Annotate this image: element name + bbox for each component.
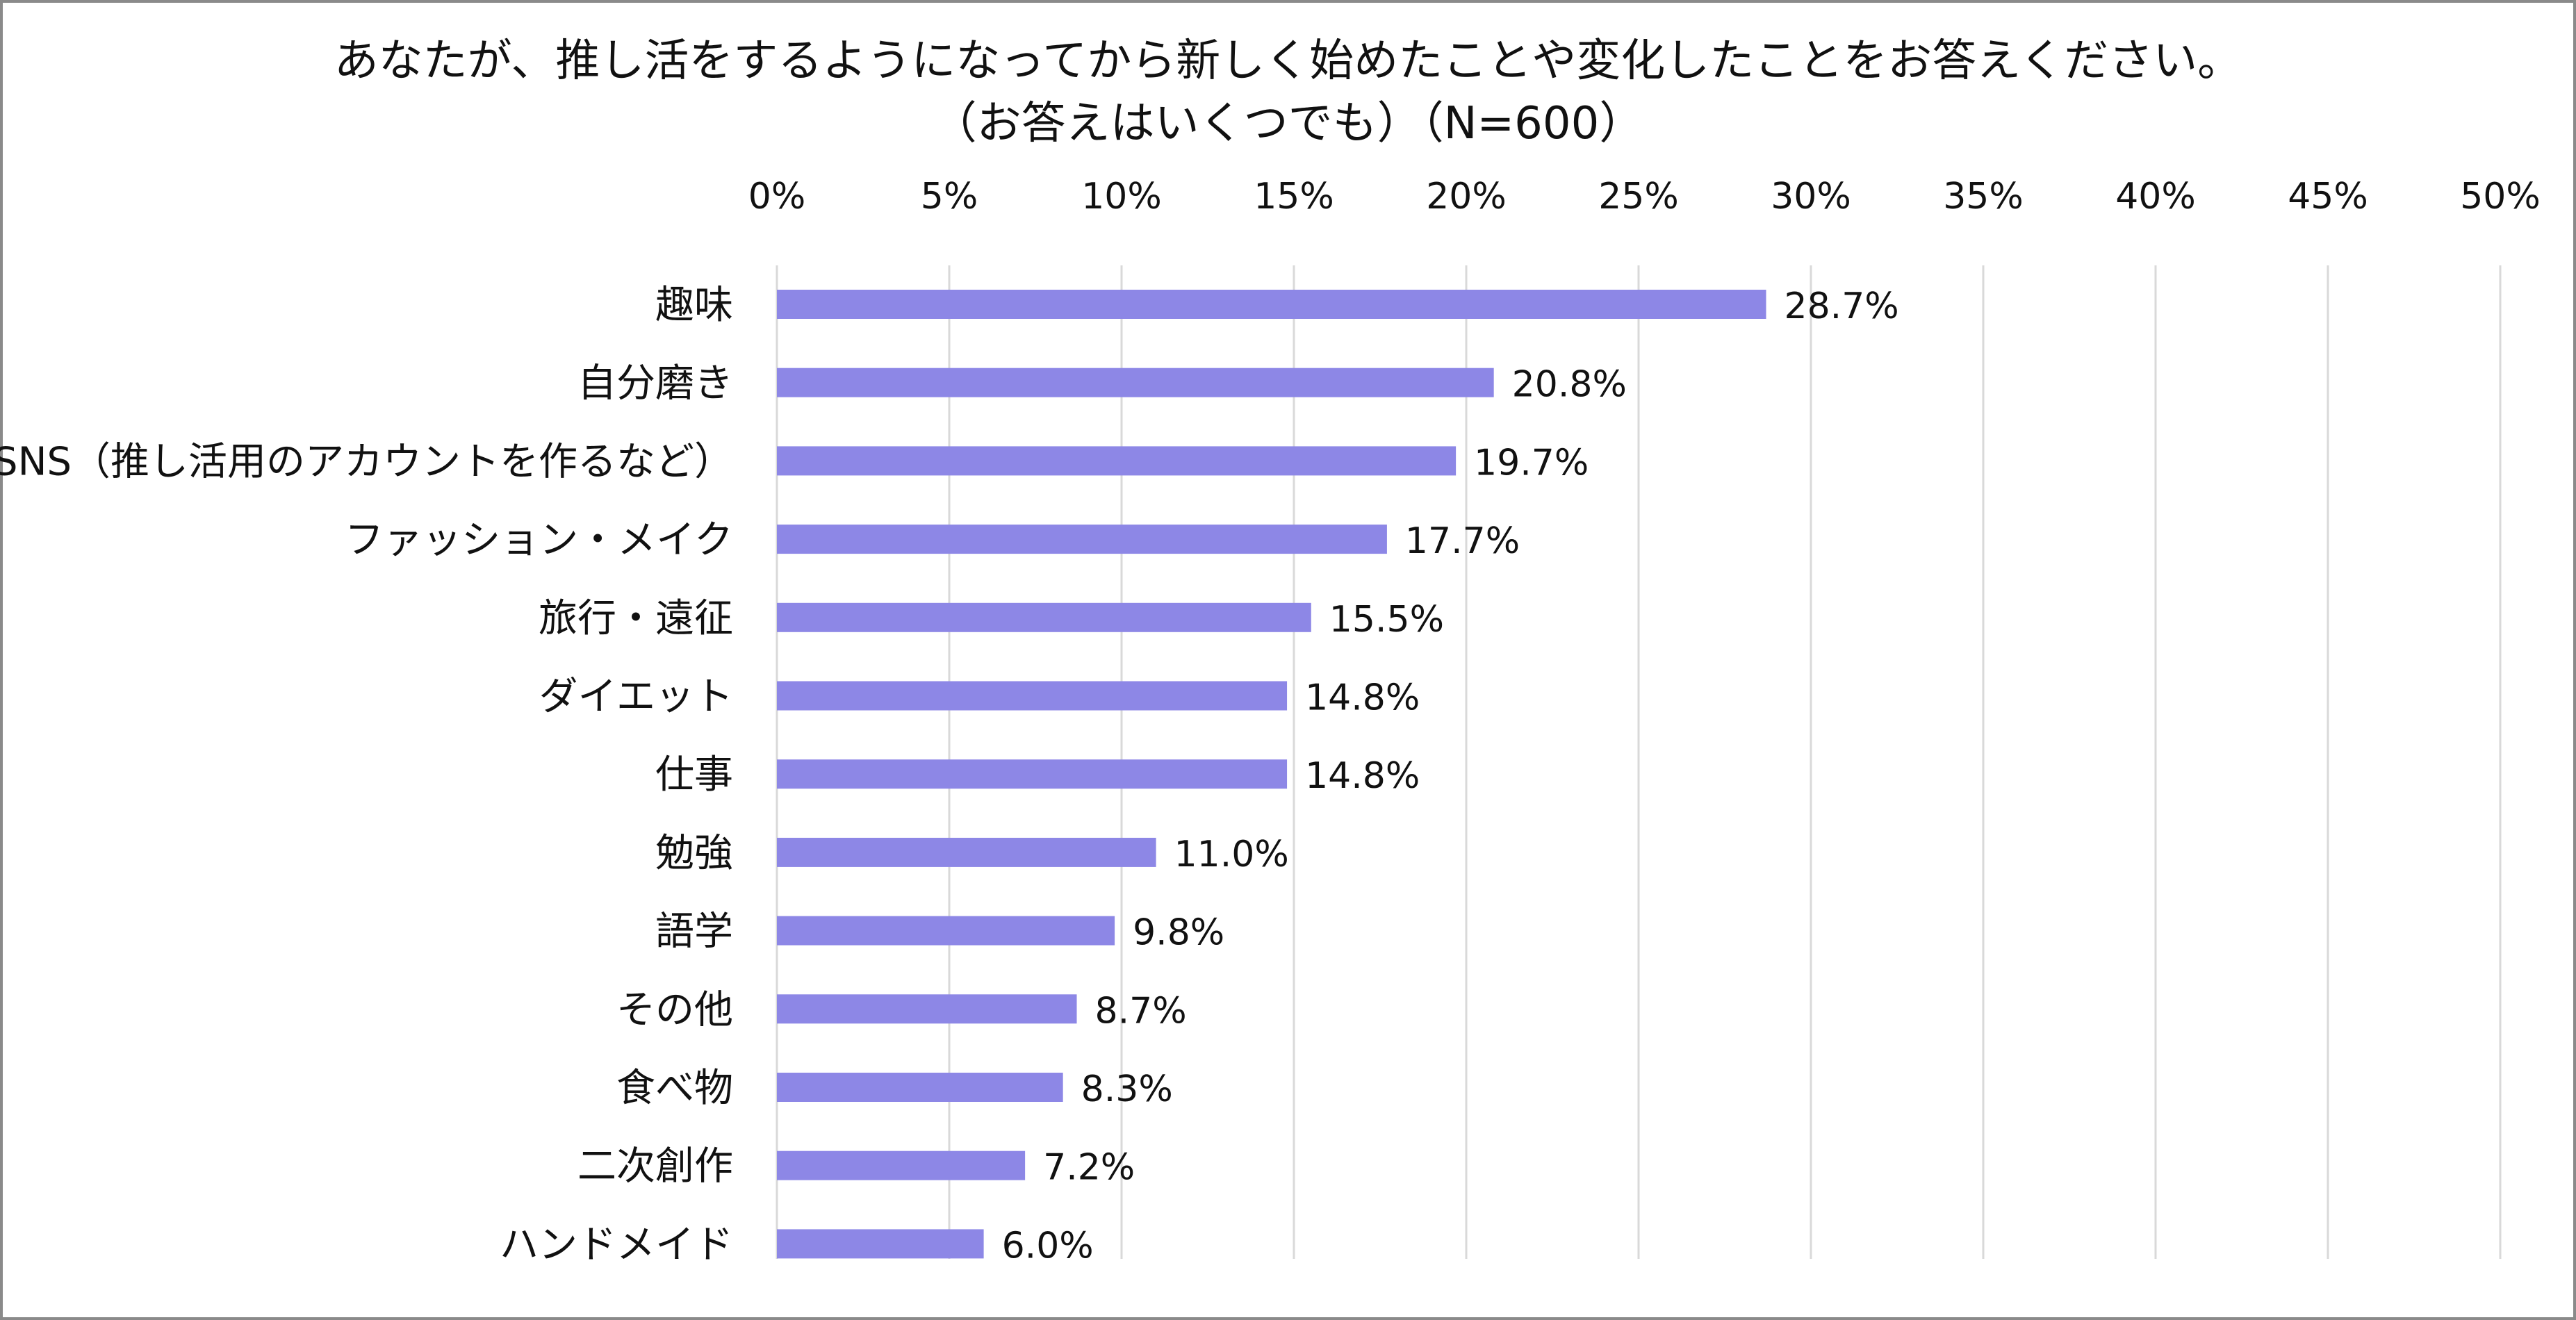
x-tick-label: 25% [1598,176,1679,217]
data-label: 9.8% [1133,912,1224,954]
bar [777,916,1115,946]
bar [777,290,1766,319]
x-tick-label: 30% [1771,176,1851,217]
category-label: 自分磨き [577,361,733,406]
bar [777,1150,1026,1180]
data-labels: 28.7% 20.8% 19.7% 17.7% 15.5% 14.8% 14.8% 11.0%… [1002,286,1899,1267]
data-label: 11.0% [1174,834,1289,875]
x-tick-label: 10% [1081,176,1162,217]
category-label: 趣味 [655,283,733,328]
data-label: 20.8% [1512,364,1627,406]
category-label: ダイエット [539,675,733,720]
bar [777,368,1494,397]
category-label: SNS（推し活用のアカウントを作るなど） [0,439,733,484]
data-label: 17.7% [1405,520,1520,562]
category-label: 旅行・遠征 [539,596,733,641]
bar [777,525,1387,554]
category-label: 勉強 [655,831,733,876]
data-label: 15.5% [1329,599,1444,641]
bar [777,602,1311,632]
chart-subtitle: （お答えはいくつでも）（N=600） [932,98,1644,149]
category-label: 食べ物 [616,1066,733,1111]
x-tick-label: 0% [748,176,806,217]
bar [777,837,1156,867]
data-label: 7.2% [1043,1147,1135,1189]
data-label: 14.8% [1305,755,1420,797]
x-tick-label: 35% [1943,176,2024,217]
data-label: 6.0% [1002,1225,1094,1267]
x-tick-label: 15% [1254,176,1334,217]
category-label: 仕事 [655,752,733,798]
x-tick-label: 40% [2115,176,2196,217]
x-tick-label: 50% [2460,176,2541,217]
bar [777,1229,984,1259]
bar [777,759,1288,789]
data-label: 8.7% [1095,990,1187,1032]
data-label: 19.7% [1474,442,1589,484]
category-label: ハンドメイド [500,1222,733,1267]
data-label: 28.7% [1785,286,1899,327]
bar [777,994,1077,1024]
data-label: 8.3% [1081,1069,1173,1110]
x-axis-ticks: 0% 5% 10% 15% 20% 25% 30% 35% 40% 45% 50% [748,176,2541,217]
bar [777,681,1288,711]
bars [777,290,1766,1259]
bar [777,446,1457,476]
bar [777,1073,1063,1102]
data-label: 14.8% [1305,677,1420,719]
x-tick-label: 5% [921,176,978,217]
category-label: 語学 [655,909,733,955]
chart-title: あなたが、推し活をするようになってから新しく始めたことや変化したことをお答えくだ… [334,35,2242,87]
category-label: 二次創作 [577,1144,733,1189]
category-label: ファッション・メイク [345,518,733,563]
category-label: その他 [616,987,733,1032]
x-tick-label: 20% [1426,176,1507,217]
x-tick-label: 45% [2288,176,2368,217]
